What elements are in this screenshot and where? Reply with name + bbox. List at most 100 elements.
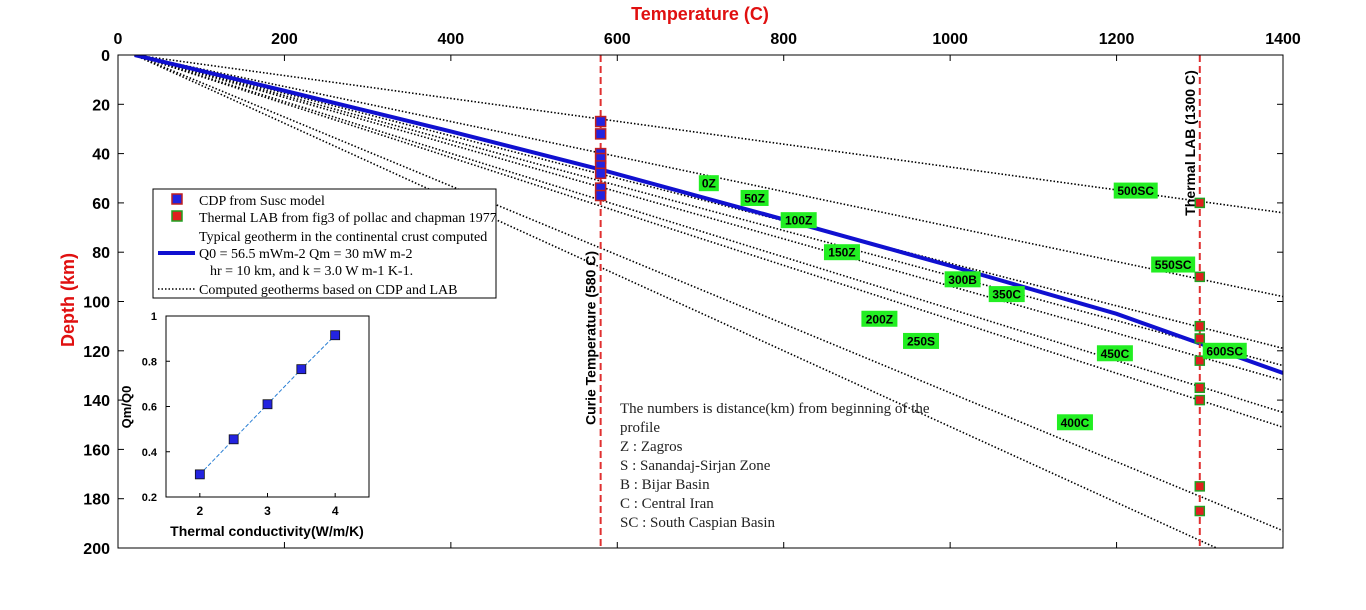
location-label: 100Z xyxy=(785,214,812,228)
vertical-reference-lines: Curie Temperature (580 C) Thermal LAB (13… xyxy=(583,55,1201,548)
x-tick-label: 1200 xyxy=(1099,31,1135,48)
legend-entry: Thermal LAB from fig3 of pollac and chap… xyxy=(199,211,497,226)
x-tick-label: 0 xyxy=(114,31,123,48)
location-label: 150Z xyxy=(828,246,855,260)
main-plot-points xyxy=(594,115,1206,517)
lab-point xyxy=(1194,382,1206,394)
lab-point xyxy=(1194,394,1206,406)
lab-point xyxy=(1194,333,1206,344)
location-label-box xyxy=(861,310,898,327)
y-tick-label: 20 xyxy=(92,97,110,114)
main-plot-axes: 0 200 400 600 800 1000 1200 1400020406080100120… xyxy=(58,4,1301,558)
location-label: 50Z xyxy=(744,191,765,205)
legend-entry: CDP from Susc model xyxy=(199,194,325,209)
computed-geotherm-line xyxy=(134,55,1283,298)
legend: CDP from Susc model Thermal LAB from fig3… xyxy=(152,188,497,299)
location-label: 300B xyxy=(948,273,977,287)
legend-entry: Computed geotherms based on CDP and LAB xyxy=(199,283,457,298)
main-plot-lines xyxy=(134,55,1283,548)
inset-y-tick-label: 0.2 xyxy=(142,492,157,504)
annotation-line: SC : South Caspian Basin xyxy=(620,515,776,531)
x-tick-label: 400 xyxy=(438,31,465,48)
location-label: 200Z xyxy=(866,312,893,326)
location-label-box xyxy=(1113,182,1158,199)
lab-point xyxy=(1194,505,1206,517)
x-tick-label: 1400 xyxy=(1265,31,1301,48)
location-label: 500SC xyxy=(1117,184,1154,198)
location-label-box xyxy=(1151,256,1196,273)
thermal-lab-label: Thermal LAB (1300 C) xyxy=(1182,70,1198,215)
inset-point xyxy=(330,330,341,341)
y-tick-label: 200 xyxy=(83,541,110,558)
inset-point xyxy=(194,469,205,480)
inset-point xyxy=(262,399,273,410)
lab-point xyxy=(1194,271,1206,283)
inset-x-tick-label: 4 xyxy=(332,504,339,518)
computed-geotherm-line xyxy=(134,55,1283,414)
typical-geotherm-line xyxy=(134,55,1283,375)
location-label-box xyxy=(903,332,940,349)
location-label: 0Z xyxy=(702,177,716,191)
location-label: 350C xyxy=(992,288,1021,302)
inset-x-tick-label: 2 xyxy=(196,504,203,518)
annotation-line: profile xyxy=(620,420,660,436)
computed-geotherm-line xyxy=(134,55,1283,367)
y-axis-title: Depth (km) xyxy=(58,253,78,347)
location-label: 600SC xyxy=(1206,344,1243,358)
inset-y-tick-label: 0.8 xyxy=(142,356,157,368)
y-tick-label: 0 xyxy=(101,48,110,65)
legend-entry: Q0 = 56.5 mWm-2 Qm = 30 mW m-2 xyxy=(199,247,412,262)
inset-y-tick-label: 0.6 xyxy=(142,402,157,414)
y-tick-label: 60 xyxy=(92,196,110,213)
lab-point xyxy=(1194,481,1206,492)
x-tick-label: 200 xyxy=(271,31,298,48)
cdp-point xyxy=(594,189,607,202)
y-tick-label: 160 xyxy=(83,442,110,459)
inset-y-tick-label: 1 xyxy=(151,311,157,323)
inset-plot: 2 3 4 0.2 0.4 0.6 0.8 1 Thermal conductivity(W/m… xyxy=(119,310,374,540)
location-label-box xyxy=(740,189,769,206)
location-label-box xyxy=(1096,345,1133,362)
location-label-box xyxy=(823,244,860,261)
location-label-box xyxy=(944,271,981,288)
computed-geotherm-line xyxy=(134,55,1283,382)
cdp-point xyxy=(594,115,607,128)
y-tick-label: 140 xyxy=(83,393,110,410)
lab-point xyxy=(1194,320,1206,332)
annotation-line: The numbers is distance(km) from beginni… xyxy=(620,401,930,417)
lab-point xyxy=(1194,355,1206,366)
y-tick-label: 40 xyxy=(92,147,110,164)
inset-point xyxy=(228,434,239,445)
location-label: 400C xyxy=(1061,416,1090,430)
y-tick-label: 180 xyxy=(83,492,110,509)
computed-geotherm-line xyxy=(134,55,1283,532)
annotation-line: C : Central Iran xyxy=(620,496,714,512)
legend-entry: hr = 10 km, and k = 3.0 W m-1 K-1. xyxy=(210,264,413,279)
location-label-box xyxy=(698,175,719,192)
x-tick-label: 1000 xyxy=(932,31,968,48)
y-tick-label: 120 xyxy=(83,344,110,361)
location-label: 450C xyxy=(1101,347,1130,361)
location-label: 250S xyxy=(907,334,935,348)
location-label-box xyxy=(1202,342,1247,359)
inset-y-axis-title: Qm/Q0 xyxy=(119,386,134,429)
legend-box xyxy=(152,188,497,299)
annotation-line: B : Bijar Basin xyxy=(620,477,710,493)
cdp-point xyxy=(594,128,607,140)
cdp-point xyxy=(594,167,607,180)
annotation-line: S : Sanandaj-Sirjan Zone xyxy=(620,458,771,474)
legend-entry: Typical geotherm in the continental crus… xyxy=(199,230,487,245)
computed-geotherm-line xyxy=(134,55,1283,214)
y-tick-label: 80 xyxy=(92,245,110,262)
inset-x-axis-title: Thermal conductivity(W/m/K) xyxy=(170,523,364,539)
y-tick-label: 100 xyxy=(83,295,110,312)
computed-geotherm-line xyxy=(134,55,1283,350)
computed-geotherm-line xyxy=(134,55,1217,548)
inset-x-tick-label: 3 xyxy=(264,504,271,518)
inset-point xyxy=(296,364,307,375)
lab-point xyxy=(1194,197,1206,209)
computed-geotherm-line xyxy=(134,55,1283,428)
annotation-line: Z : Zagros xyxy=(620,439,683,455)
